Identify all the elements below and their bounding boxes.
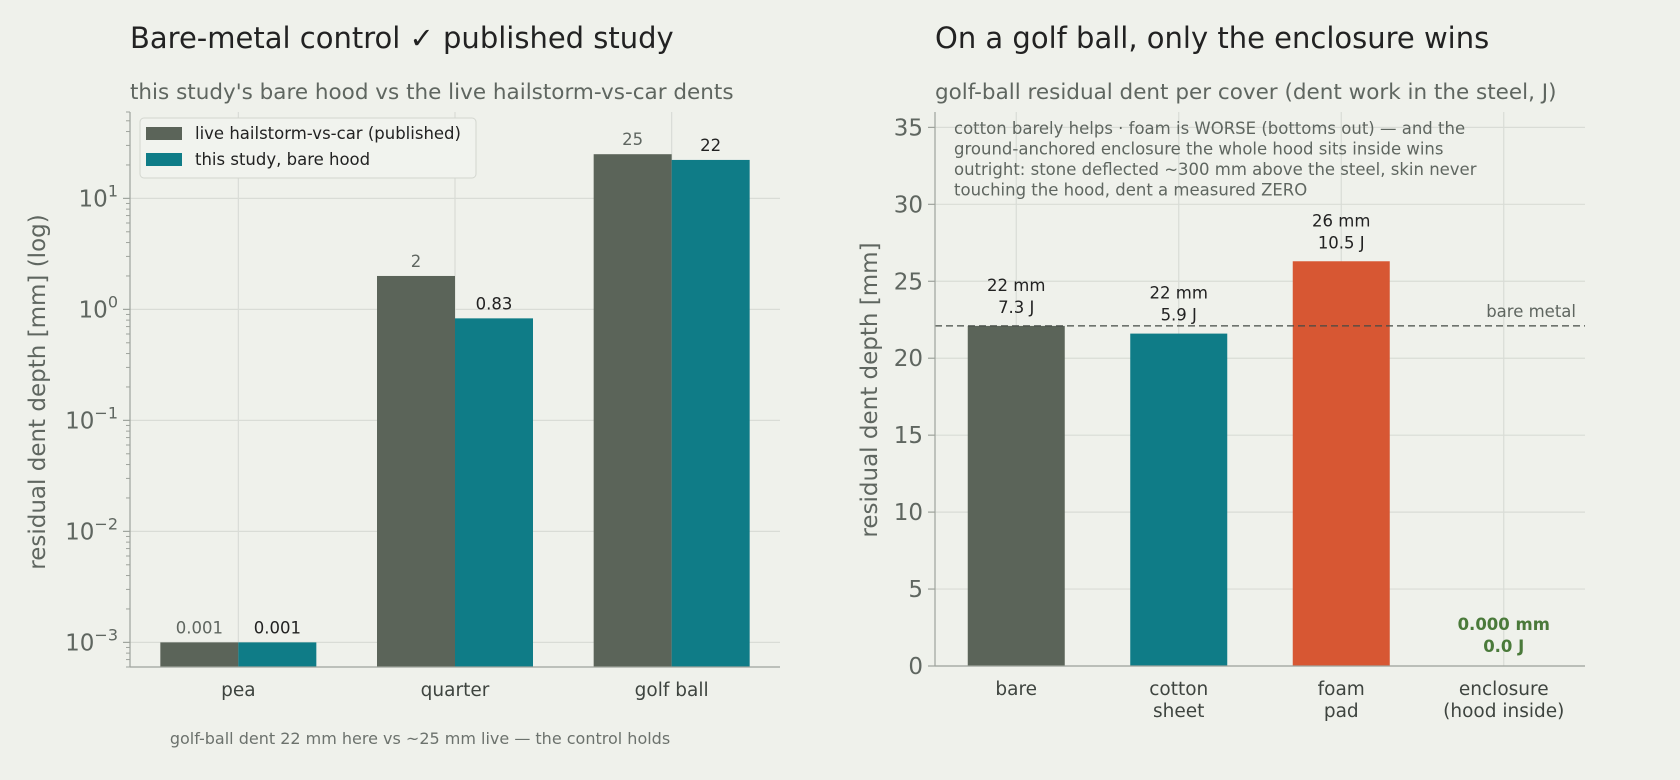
right-y-axis-label: residual dent depth [mm]: [857, 242, 883, 537]
right-bar-value-label: 10.5 J: [1318, 233, 1365, 252]
right-y-tick-label: 35: [894, 115, 923, 141]
left-y-tick-label: 100: [79, 292, 118, 323]
right-y-tick-label: 25: [894, 269, 923, 295]
right-annotation-line: cotton barely helps · foam is WORSE (bot…: [954, 119, 1465, 138]
right-bar: [967, 325, 1065, 666]
right-bar-value-label: 0.0 J: [1483, 637, 1524, 656]
right-annotation-line: touching the hood, dent a measured ZERO: [954, 181, 1307, 200]
right-x-tick-label: foam: [1318, 679, 1365, 700]
right-plot-area: 0 5 10 15 20 25 30 35 22 mm 7.3 J 22 mm 5.9 J 26 mm 1…: [894, 112, 1585, 722]
right-x-tick-label: bare: [995, 679, 1037, 700]
right-x-tick-label: pad: [1324, 701, 1359, 722]
right-y-tick-label: 5: [908, 577, 923, 603]
right-x-tick-label: (hood inside): [1443, 701, 1564, 722]
legend-entry-label: this study, bare hood: [195, 150, 370, 169]
left-bar-study: [238, 642, 317, 667]
right-annotation-line: outright: stone deflected ~300 mm above …: [954, 160, 1477, 179]
right-annotation-line: ground-anchored enclosure the whole hood…: [954, 140, 1443, 159]
right-bar-value-label: 7.3 J: [998, 298, 1034, 317]
right-bar-value-label: 22 mm: [987, 276, 1045, 295]
right-y-tick-label: 10: [894, 500, 923, 526]
left-chart-subtitle: this study's bare hood vs the live hails…: [130, 80, 734, 105]
left-y-tick-label: 10−2: [65, 514, 118, 545]
left-bar-value-label: 0.001: [176, 618, 223, 637]
right-y-tick-label: 30: [894, 192, 923, 218]
left-y-tick-label: 101: [79, 181, 118, 212]
right-bar: [1292, 261, 1390, 666]
left-bar-published: [593, 154, 672, 668]
right-bar-value-label: 22 mm: [1150, 284, 1208, 303]
left-chart-title: Bare-metal control ✓ published study: [130, 21, 674, 55]
left-bar-value-label: 0.001: [254, 618, 301, 637]
legend-swatch: [146, 127, 182, 140]
reference-line-label: bare metal: [1486, 302, 1576, 321]
right-y-tick-label: 0: [908, 654, 923, 680]
right-y-tick-label: 20: [894, 346, 923, 372]
left-x-tick-label: pea: [221, 680, 255, 701]
left-y-axis-label: residual dent depth [mm] (log): [25, 214, 51, 569]
left-bar-value-label: 25: [622, 130, 643, 149]
right-bar-value-label: 5.9 J: [1161, 306, 1197, 325]
left-y-tick-label: 10−3: [65, 625, 118, 656]
right-x-tick-label: sheet: [1153, 701, 1204, 722]
left-footnote: golf-ball dent 22 mm here vs ~25 mm live…: [170, 729, 670, 748]
right-chart-subtitle: golf-ball residual dent per cover (dent …: [935, 80, 1557, 105]
legend-swatch: [146, 153, 182, 166]
left-x-tick-label: golf ball: [635, 680, 709, 701]
left-plot-area: 10−3 10−2 10−1 100 101 0.001 2 25 0.001 0.83 22 pea…: [65, 111, 780, 701]
left-bar-published: [160, 642, 239, 667]
left-bar-study: [455, 318, 533, 667]
legend-box: [139, 117, 477, 179]
left-legend: live hailstorm-vs-car (published) this st…: [139, 117, 477, 179]
left-bar-value-label: 2: [411, 252, 422, 271]
right-bar: [1130, 333, 1228, 666]
right-x-tick-label: cotton: [1149, 679, 1208, 700]
right-x-tick-label: enclosure: [1459, 679, 1549, 700]
right-chart-title: On a golf ball, only the enclosure wins: [935, 21, 1489, 55]
right-bar-value-label: 0.000 mm: [1458, 615, 1550, 634]
left-y-tick-label: 10−1: [65, 403, 118, 434]
left-bar-study: [671, 159, 750, 667]
left-bar-published: [377, 275, 455, 667]
right-y-tick-label: 15: [894, 423, 923, 449]
left-bar-value-label: 0.83: [476, 294, 513, 313]
right-bar-value-label: 26 mm: [1312, 211, 1370, 230]
legend-entry-label: live hailstorm-vs-car (published): [195, 124, 461, 143]
left-x-tick-label: quarter: [421, 680, 490, 701]
left-bar-value-label: 22: [700, 136, 721, 155]
